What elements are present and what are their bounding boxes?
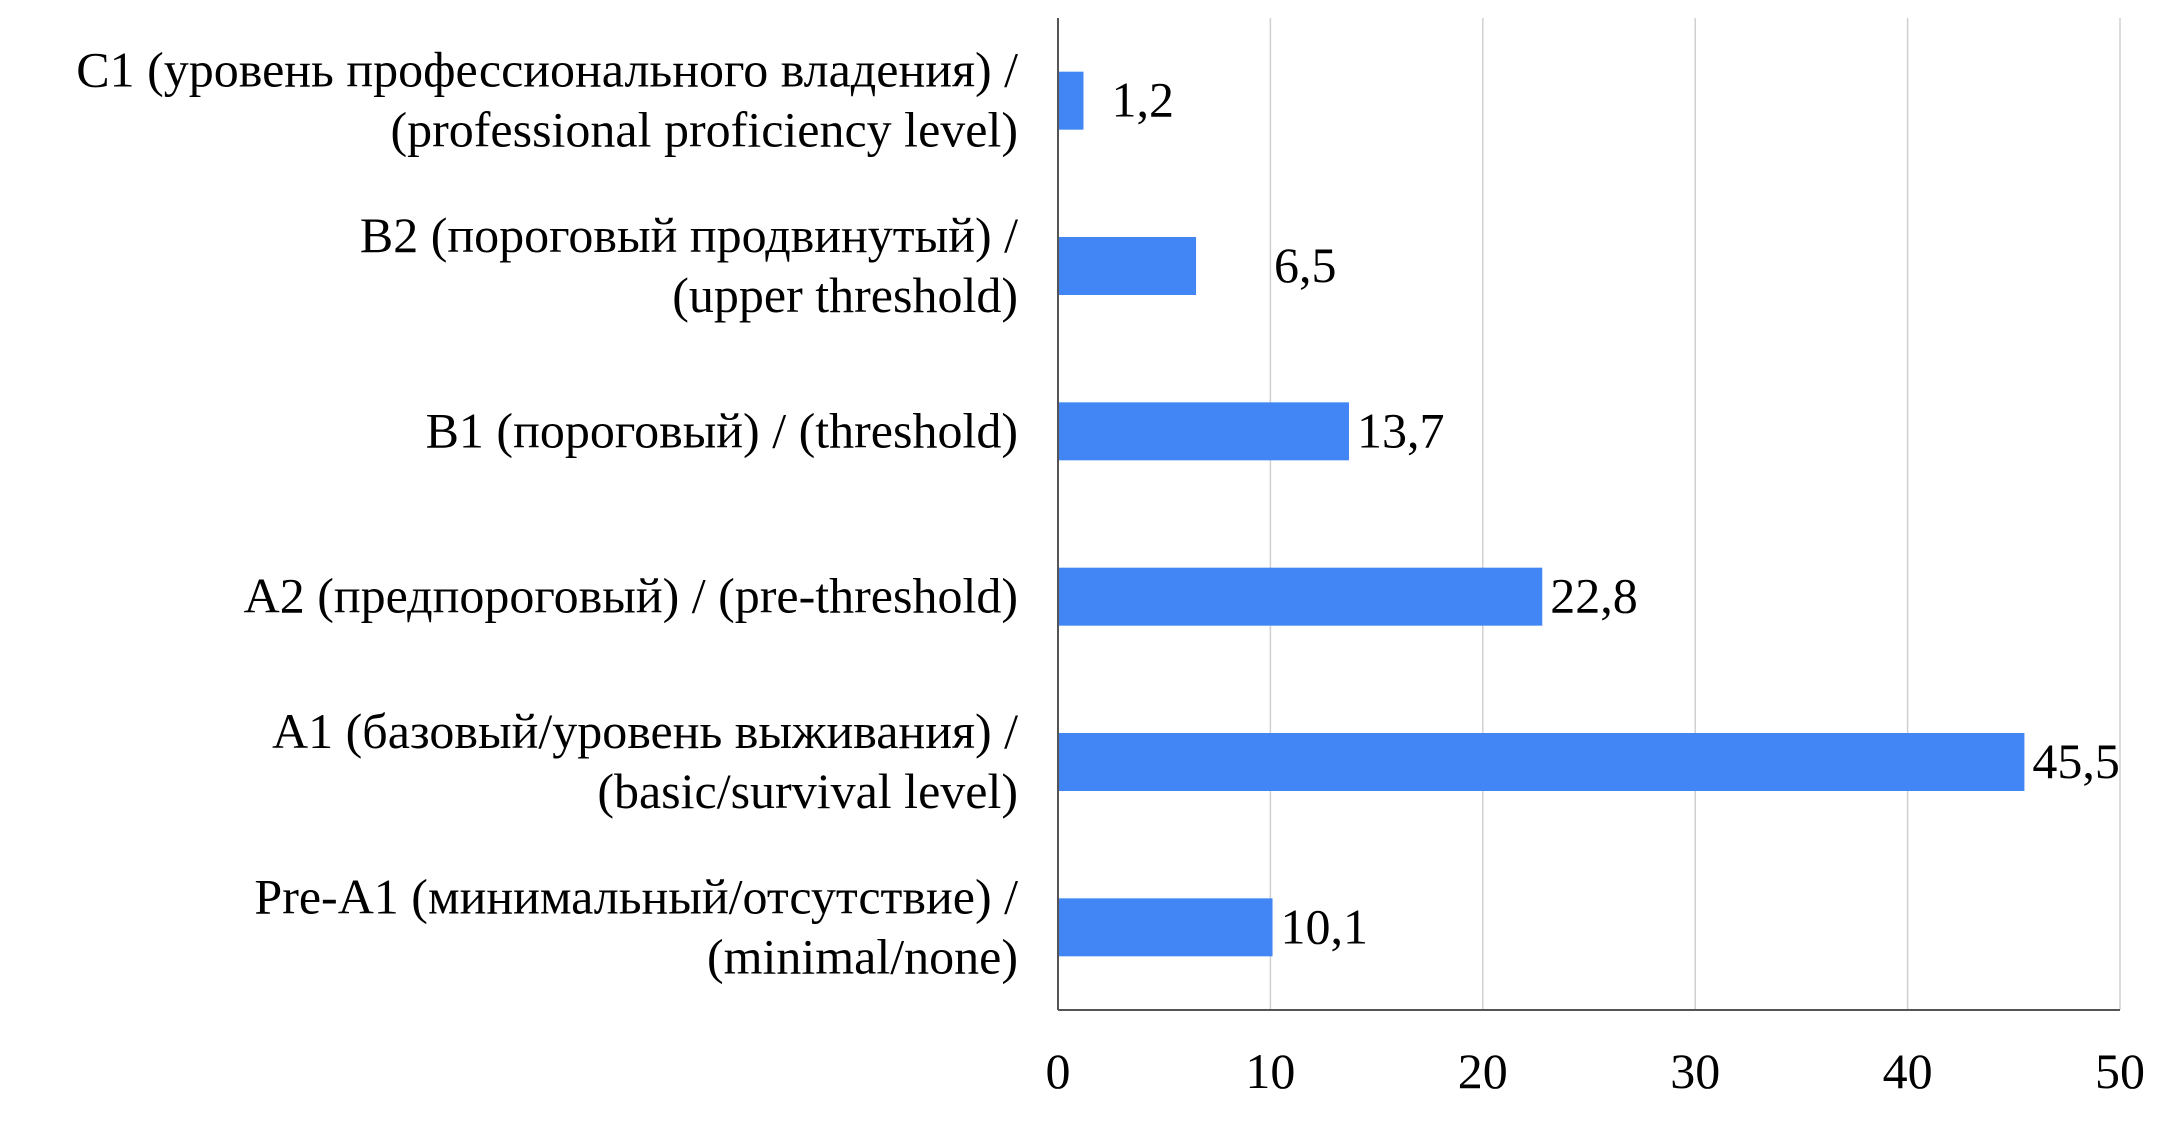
category-label: Pre-A1 (минимальный/отсутствие) / (minima… (254, 868, 1018, 984)
data-label: 6,5 (1274, 237, 1337, 293)
data-label: 10,1 (1281, 898, 1369, 954)
category-label-line: A1 (базовый/уровень выживания) / (272, 703, 1018, 759)
data-label: 45,5 (2032, 733, 2119, 789)
bar (1058, 733, 2025, 791)
x-tick-label: 10 (1245, 1043, 1295, 1099)
bars (1058, 71, 2025, 957)
category-label-line: Pre-A1 (минимальный/отсутствие) / (254, 868, 1018, 924)
axes (1057, 18, 2120, 1011)
x-tick-label: 30 (1670, 1043, 1720, 1099)
category-label-line: (minimal/none) (707, 928, 1018, 984)
data-label: 13,7 (1357, 402, 1445, 458)
category-label: A1 (базовый/уровень выживания) / (basic/s… (272, 703, 1018, 819)
bar (1058, 402, 1349, 461)
bar (1058, 567, 1543, 626)
category-label-line: C1 (уровень профессионального владения) … (76, 42, 1018, 98)
category-label-line: A2 (предпороговый) / (pre-threshold) (244, 568, 1018, 624)
bar (1058, 71, 1084, 130)
category-label: A2 (предпороговый) / (pre-threshold) (244, 568, 1018, 624)
category-label-line: B1 (пороговый) / (threshold) (426, 402, 1018, 458)
category-label: C1 (уровень профессионального владения) … (76, 42, 1018, 158)
data-label: 22,8 (1550, 568, 1638, 624)
bar (1058, 237, 1197, 295)
labels: 0 10 20 30 40 50 1,2 C1 (уровень профессиональн… (76, 42, 2145, 1099)
category-label: B2 (пороговый продвинутый) / (upper thres… (360, 207, 1018, 323)
gridlines (1269, 18, 2121, 1010)
category-label-line: (upper threshold) (672, 267, 1018, 323)
x-tick-label: 0 (1046, 1043, 1071, 1099)
data-label: 1,2 (1111, 72, 1174, 128)
x-tick-label: 50 (2095, 1043, 2145, 1099)
category-label: B1 (пороговый) / (threshold) (426, 402, 1018, 458)
x-tick-label: 40 (1883, 1043, 1933, 1099)
category-label-line: (basic/survival level) (597, 763, 1018, 819)
category-label-line: (professional proficiency level) (390, 102, 1018, 158)
x-tick-label: 20 (1458, 1043, 1508, 1099)
category-label-line: B2 (пороговый продвинутый) / (360, 207, 1018, 263)
bar (1058, 898, 1273, 957)
